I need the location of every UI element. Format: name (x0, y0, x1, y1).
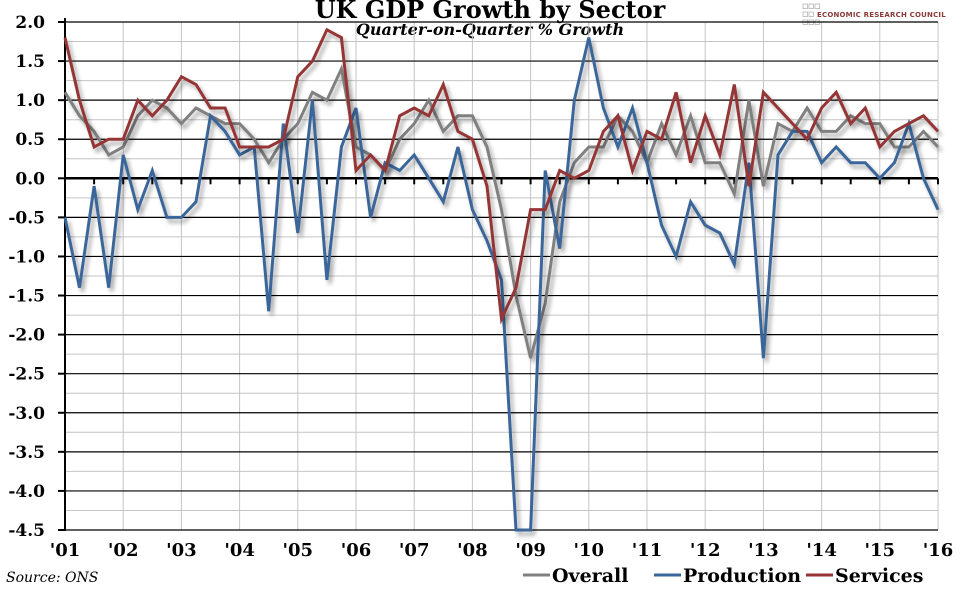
y-axis-ticks: 2.0 1.5 1.0 0.5 0.0 -0.5 -1.0 -1.5 -2.0 -2.5 -3.0 -… (8, 13, 65, 541)
y-tick-label: -3.0 (8, 404, 45, 424)
x-tick-label: '12 (690, 540, 721, 561)
y-tick-label: 0.0 (15, 169, 45, 189)
y-tick-label: -3.5 (8, 443, 45, 463)
y-tick-label: 2.0 (15, 13, 45, 33)
y-tick-label: 0.5 (15, 130, 45, 150)
y-tick-label: -1.0 (8, 247, 45, 267)
y-tick-label: -4.5 (8, 521, 45, 541)
legend: Overall Production Services (523, 565, 923, 587)
series-points-services (64, 29, 939, 319)
logo-square (808, 11, 814, 17)
x-tick-label: '15 (865, 540, 896, 561)
y-tick-label: 1.0 (15, 91, 45, 111)
source-note: Source: ONS (6, 570, 98, 586)
legend-item-services: Services (806, 565, 923, 587)
y-tick-label: -2.5 (8, 365, 45, 385)
legend-label: Production (683, 565, 801, 587)
legend-item-production: Production (654, 565, 801, 587)
legend-label: Services (835, 565, 923, 587)
legend-item-overall: Overall (523, 565, 628, 587)
axes (64, 18, 939, 531)
chart-subtitle: Quarter-on-Quarter % Growth (356, 20, 624, 39)
series-lines (63, 27, 940, 532)
x-tick-label: '16 (923, 540, 954, 561)
y-tick-label: 1.5 (15, 52, 45, 72)
series-points-production (64, 37, 939, 531)
y-tick-label: -4.0 (8, 482, 45, 502)
chart-title: UK GDP Growth by Sector (315, 0, 666, 24)
x-tick-label: '09 (515, 540, 546, 561)
logo-square (802, 3, 808, 9)
logo-square (814, 3, 820, 9)
logo-square (808, 3, 814, 9)
x-tick-label: '11 (632, 540, 663, 561)
x-tick-label: '07 (399, 540, 430, 561)
y-tick-label: -0.5 (8, 208, 45, 228)
y-tick-label: -1.5 (8, 287, 45, 307)
logo-square (802, 11, 808, 17)
x-tick-label: '08 (457, 540, 488, 561)
x-tick-label: '14 (806, 540, 837, 561)
logo-text: ECONOMIC RESEARCH COUNCIL (817, 11, 946, 19)
x-axis-ticks: '01 '02 '03 '04 '05 '06 '07 '08 '09 '10 '11 '12 '13 '… (50, 540, 954, 561)
x-tick-label: '02 (108, 540, 139, 561)
x-tick-label: '06 (341, 540, 372, 561)
legend-label: Overall (552, 565, 628, 587)
series-line-production (63, 37, 940, 532)
x-tick-label: '10 (574, 540, 605, 561)
x-tick-label: '04 (224, 540, 255, 561)
x-tick-label: '01 (50, 540, 81, 561)
x-tick-label: '13 (748, 540, 779, 561)
y-tick-label: -2.0 (8, 326, 45, 346)
x-tick-label: '03 (166, 540, 197, 561)
x-tick-label: '05 (283, 540, 314, 561)
